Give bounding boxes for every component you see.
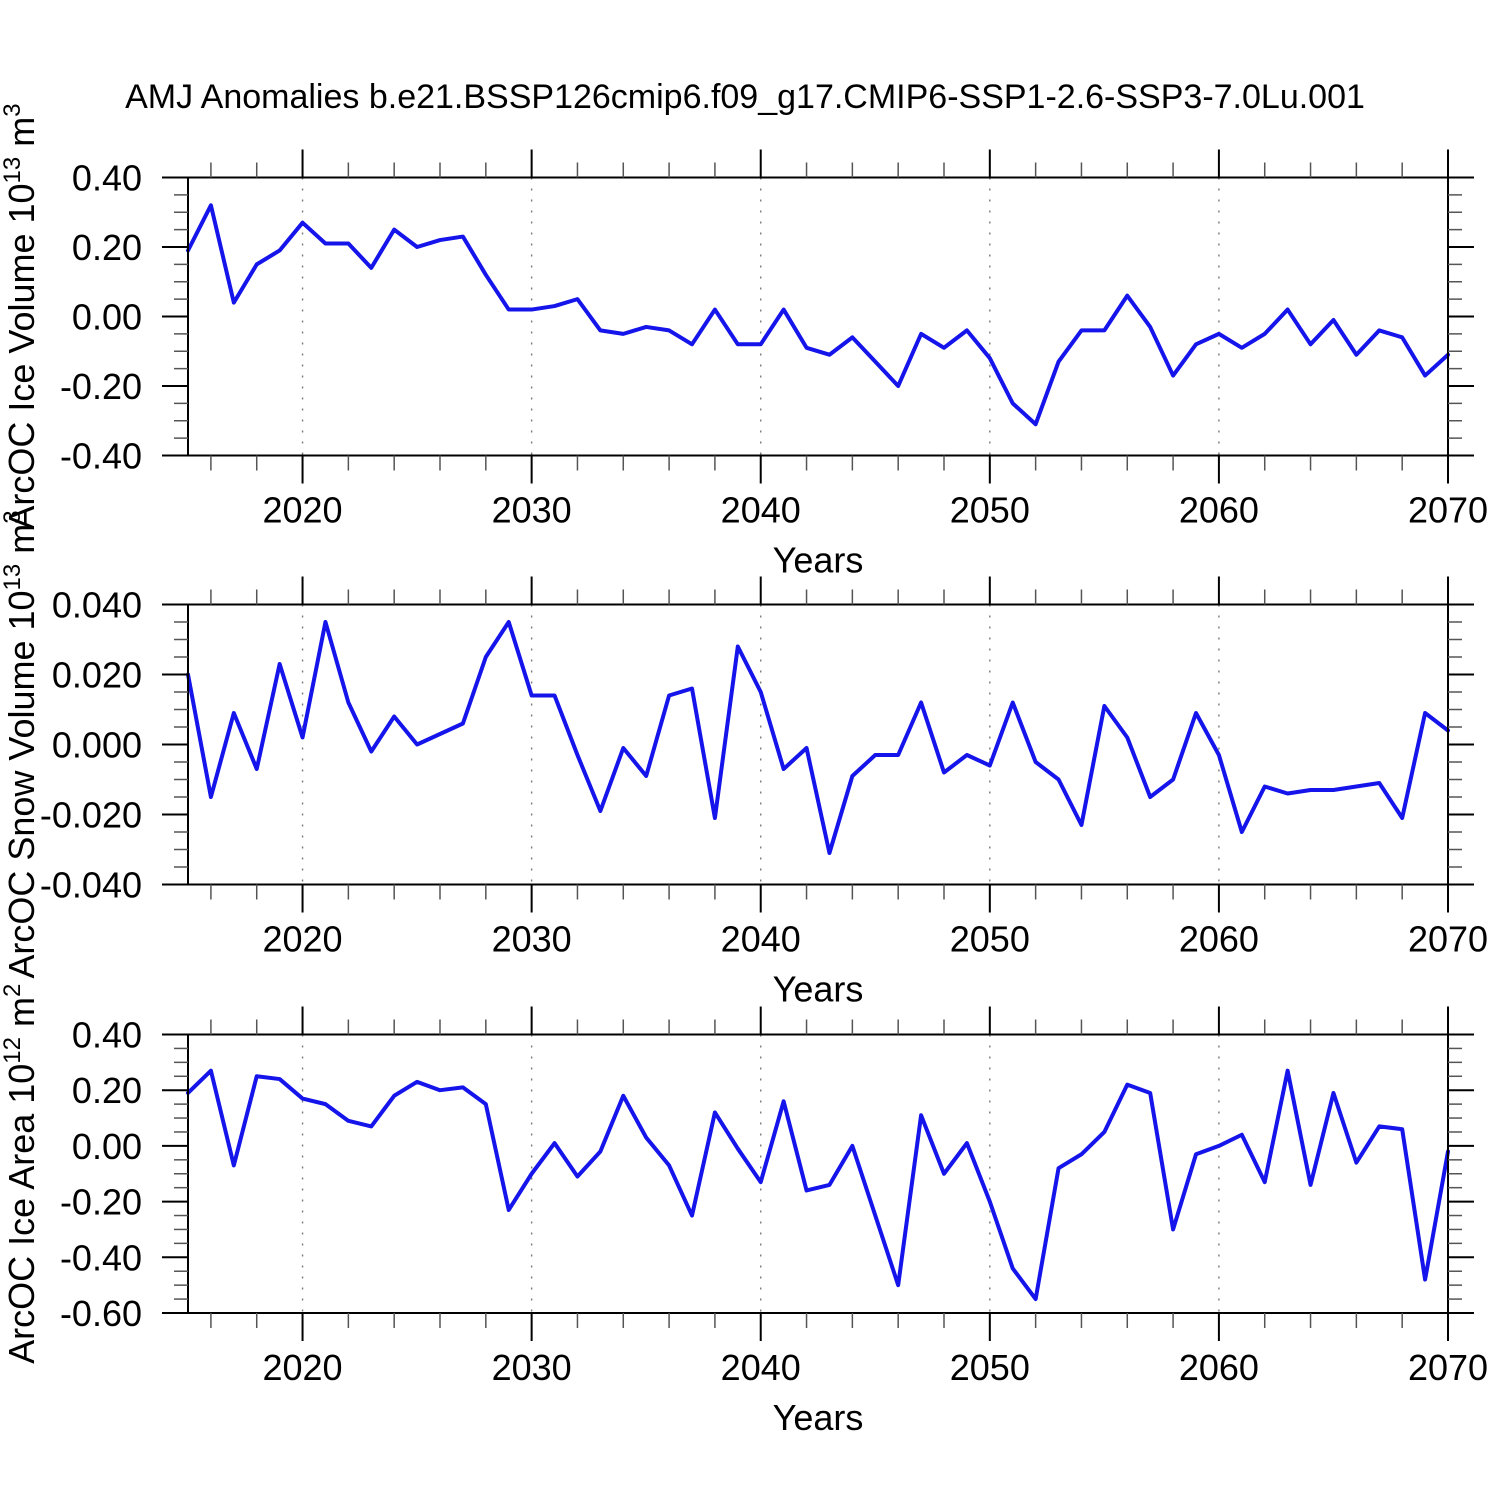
y-tick-label: 0.040: [52, 585, 142, 626]
x-tick-label: 2050: [950, 490, 1030, 531]
y-tick-label: -0.040: [40, 865, 142, 906]
plot-area-0: 2020 2030 2040 2050 2060 2070 0.40 0.20 0.00 -0.2…: [0, 103, 1488, 580]
x-tick-label: 2020: [262, 490, 342, 531]
x-tick-label: 2040: [721, 919, 801, 960]
y-tick-label: 0.000: [52, 725, 142, 766]
x-tick-label: 2060: [1179, 1347, 1259, 1388]
y-tick-label: 0.20: [72, 1070, 142, 1111]
x-tick-label: 2020: [262, 919, 342, 960]
x-tick-label: 2030: [492, 919, 572, 960]
x-tick-label: 2050: [950, 1347, 1030, 1388]
x-tick-label: 2040: [721, 1347, 801, 1388]
x-tick-label: 2070: [1408, 1347, 1488, 1388]
x-tick-label: 2040: [721, 490, 801, 531]
y-tick-label: -0.20: [60, 1182, 142, 1223]
x-tick-label: 2020: [262, 1347, 342, 1388]
x-tick-label: 2060: [1179, 919, 1259, 960]
plot-border: [187, 176, 1449, 457]
x-tick-label: 2030: [492, 1347, 572, 1388]
y-tick-label: 0.00: [72, 297, 142, 338]
x-tick-label: 2050: [950, 919, 1030, 960]
y-tick-label: -0.60: [60, 1293, 142, 1334]
plot-area-1: 2020 2030 2040 2050 2060 2070 0.040 0.020 0.000 -…: [0, 510, 1488, 1009]
data-line: [186, 203, 1450, 427]
y-axis-title: ArcOC Ice Volume 1013​ m3​: [0, 103, 42, 529]
data-line: [186, 620, 1450, 855]
y-tick-label: 0.40: [72, 158, 142, 199]
y-tick-label: 0.40: [72, 1015, 142, 1056]
x-tick-label: 2030: [492, 490, 572, 531]
x-axis-title: Years: [773, 540, 864, 581]
y-tick-label: 0.020: [52, 655, 142, 696]
y-tick-label: -0.020: [40, 795, 142, 836]
x-tick-label: 2070: [1408, 919, 1488, 960]
y-tick-label: -0.20: [60, 366, 142, 407]
y-tick-label: 0.00: [72, 1126, 142, 1167]
x-axis-title: Years: [773, 1397, 864, 1438]
x-tick-label: 2060: [1179, 490, 1259, 531]
y-tick-label: -0.40: [60, 436, 142, 477]
y-tick-label: 0.20: [72, 227, 142, 268]
x-axis-title: Years: [773, 969, 864, 1010]
y-tick-label: -0.40: [60, 1237, 142, 1278]
data-line: [186, 1068, 1450, 1302]
x-tick-label: 2070: [1408, 490, 1488, 531]
plot-area-2: 2020 2030 2040 2050 2060 2070 0.40 0.20 0.00 -0.2…: [0, 984, 1488, 1438]
y-axis-title: ArcOC Ice Area 1012​ m2​: [0, 984, 42, 1364]
chart-title: AMJ Anomalies b.e21.BSSP126cmip6.f09_g17…: [125, 78, 1365, 116]
y-axis-title: ArcOC Snow Volume 1013​ m3​: [0, 510, 42, 978]
